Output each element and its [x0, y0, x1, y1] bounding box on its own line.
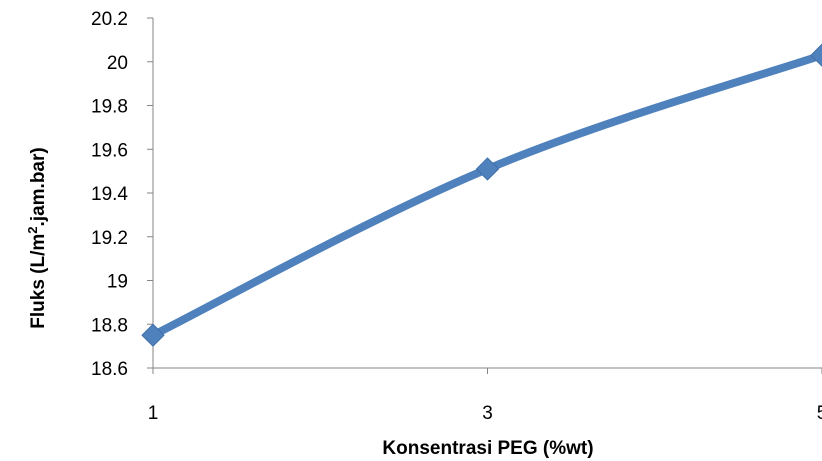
y-axis-title-main: Fluks (L/m: [28, 234, 49, 329]
x-tick-label: 3: [482, 403, 493, 424]
y-tick-label: 18.6: [91, 359, 128, 380]
x-axis-title: Konsentrasi PEG (%wt): [382, 438, 593, 459]
y-axis-title-superscript: 2: [25, 226, 40, 233]
y-tick-label: 18.8: [91, 315, 128, 336]
y-tick-label: 19.6: [91, 140, 128, 161]
data-point-marker: [810, 43, 822, 67]
data-point-marker: [141, 323, 165, 347]
y-tick-label: 20: [107, 53, 128, 74]
y-tick-label: 19.8: [91, 97, 128, 118]
data-point-marker: [475, 157, 500, 181]
y-tick-label: 19: [107, 272, 128, 293]
x-tick-label: 1: [148, 403, 159, 424]
y-tick-label: 19.2: [91, 228, 128, 249]
y-tick-label: 19.4: [91, 184, 128, 205]
y-axis-title: Fluks (L/m2.jam.bar): [25, 147, 49, 328]
y-tick-label: 20.2: [91, 9, 128, 30]
y-axis-title-unit: .jam.bar): [28, 147, 49, 226]
series-line: [149, 51, 822, 340]
x-tick-label: 5: [817, 403, 822, 424]
